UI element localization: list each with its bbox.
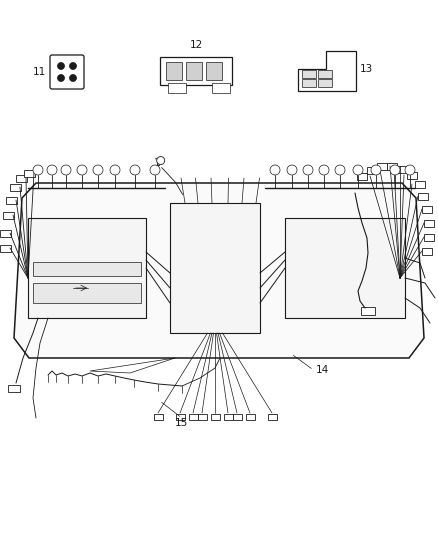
Text: 15: 15	[175, 418, 188, 429]
Bar	[424, 220, 434, 227]
Bar	[302, 79, 316, 87]
Text: 14: 14	[315, 366, 328, 375]
Bar	[415, 181, 425, 188]
Text: 11: 11	[33, 67, 46, 77]
Bar	[377, 163, 387, 169]
Bar	[6, 197, 17, 204]
Bar	[0, 230, 11, 237]
Circle shape	[287, 165, 297, 175]
Bar	[422, 247, 432, 254]
Bar	[153, 414, 162, 420]
Circle shape	[47, 165, 57, 175]
Bar	[424, 233, 434, 240]
Bar	[361, 307, 375, 315]
Bar	[397, 166, 407, 173]
Bar	[223, 414, 233, 420]
Bar	[246, 414, 254, 420]
Circle shape	[270, 165, 280, 175]
Bar	[211, 414, 219, 420]
Bar	[176, 414, 184, 420]
Bar	[33, 262, 141, 276]
Bar	[418, 192, 428, 199]
Circle shape	[70, 75, 77, 82]
Bar	[15, 174, 27, 182]
Bar	[302, 70, 316, 78]
Bar	[188, 414, 198, 420]
Circle shape	[319, 165, 329, 175]
Bar	[0, 245, 11, 252]
Bar	[233, 414, 241, 420]
Circle shape	[110, 165, 120, 175]
Circle shape	[353, 165, 363, 175]
Bar	[160, 57, 232, 85]
Bar	[198, 414, 206, 420]
Bar	[422, 206, 432, 213]
Circle shape	[157, 157, 165, 165]
FancyBboxPatch shape	[50, 55, 84, 89]
Text: 13: 13	[360, 64, 373, 74]
Bar	[3, 212, 14, 219]
Bar	[367, 166, 377, 174]
Bar	[166, 62, 182, 80]
Bar	[357, 173, 367, 180]
Circle shape	[371, 165, 381, 175]
Bar	[285, 218, 405, 318]
Polygon shape	[298, 51, 356, 91]
Circle shape	[405, 165, 415, 175]
Bar	[24, 169, 35, 176]
Circle shape	[57, 62, 64, 69]
Text: 1: 1	[154, 158, 161, 167]
Circle shape	[77, 165, 87, 175]
Circle shape	[335, 165, 345, 175]
Bar	[407, 172, 417, 179]
Bar	[318, 79, 332, 87]
Circle shape	[70, 62, 77, 69]
Bar	[10, 183, 21, 190]
Bar	[387, 163, 397, 169]
Bar	[28, 218, 146, 318]
Circle shape	[303, 165, 313, 175]
Circle shape	[150, 165, 160, 175]
Polygon shape	[14, 183, 424, 358]
Bar	[8, 384, 20, 392]
Bar	[168, 83, 186, 93]
Bar	[318, 70, 332, 78]
Bar	[186, 62, 202, 80]
Circle shape	[57, 75, 64, 82]
Circle shape	[61, 165, 71, 175]
Bar	[170, 203, 260, 333]
Circle shape	[390, 165, 400, 175]
Text: 12: 12	[189, 40, 203, 50]
Bar	[212, 83, 230, 93]
Bar	[268, 414, 276, 420]
Bar	[206, 62, 222, 80]
Circle shape	[130, 165, 140, 175]
Bar	[33, 283, 141, 303]
Circle shape	[33, 165, 43, 175]
Circle shape	[93, 165, 103, 175]
